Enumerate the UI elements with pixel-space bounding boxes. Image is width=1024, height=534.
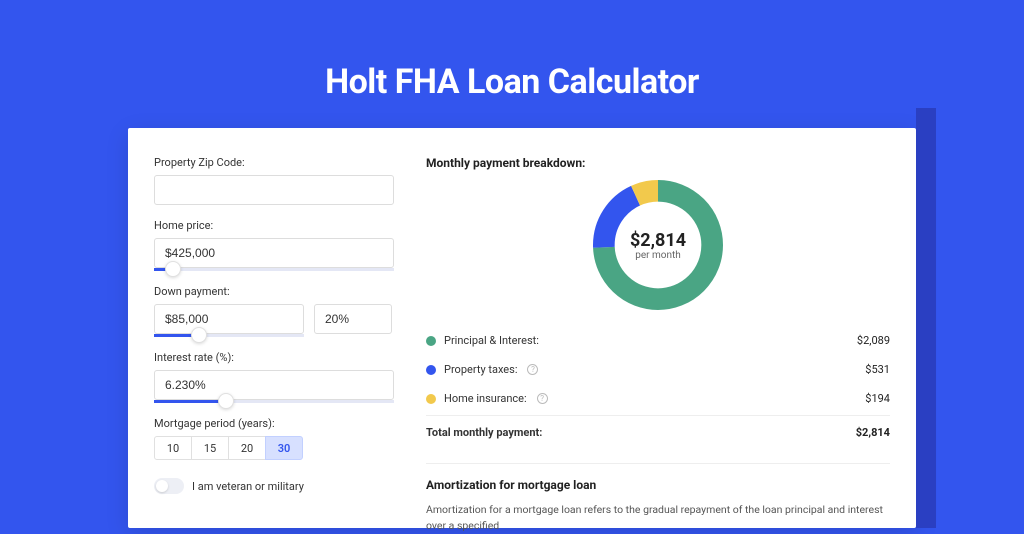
amortization-text: Amortization for a mortgage loan refers … (426, 502, 890, 534)
interest-rate-slider[interactable] (154, 400, 394, 403)
total-label: Total monthly payment: (426, 426, 542, 439)
zip-input[interactable] (154, 175, 394, 205)
legend-value: $194 (865, 392, 890, 405)
home-price-field: Home price: (154, 219, 408, 271)
legend-dot (426, 394, 436, 404)
home-price-slider[interactable] (154, 268, 394, 271)
info-icon[interactable]: ? (537, 393, 548, 404)
mortgage-period-option[interactable]: 30 (265, 436, 303, 460)
interest-rate-field: Interest rate (%): (154, 351, 408, 403)
down-payment-field: Down payment: (154, 285, 408, 337)
legend-label: Property taxes: (444, 363, 517, 376)
legend-row: Principal & Interest: $2,089 (426, 326, 890, 355)
legend-value: $531 (865, 363, 890, 376)
calculator-card: Property Zip Code: Home price: Down paym… (128, 128, 916, 528)
down-payment-label: Down payment: (154, 285, 408, 298)
legend-row: Home insurance:? $194 (426, 384, 890, 413)
veteran-row: I am veteran or military (154, 478, 408, 494)
legend-label: Principal & Interest: (444, 334, 539, 347)
mortgage-period-option[interactable]: 10 (154, 436, 192, 460)
legend-row: Property taxes:? $531 (426, 355, 890, 384)
veteran-label: I am veteran or military (192, 480, 304, 493)
home-price-label: Home price: (154, 219, 408, 232)
donut-chart: $2,814 per month (593, 180, 723, 310)
down-payment-slider[interactable] (154, 334, 304, 337)
legend-dot (426, 336, 436, 346)
mortgage-period-field: Mortgage period (years): 10152030 (154, 417, 408, 460)
legend-label: Home insurance: (444, 392, 527, 405)
donut-center: $2,814 per month (593, 180, 723, 310)
page-title: Holt FHA Loan Calculator (0, 0, 1024, 102)
legend-value: $2,089 (857, 334, 890, 347)
zip-field: Property Zip Code: (154, 156, 408, 205)
accent-strip (916, 108, 936, 528)
total-value: $2,814 (856, 426, 890, 439)
mortgage-period-label: Mortgage period (years): (154, 417, 408, 430)
legend: Principal & Interest: $2,089 Property taxe… (426, 326, 890, 413)
interest-rate-label: Interest rate (%): (154, 351, 408, 364)
veteran-toggle[interactable] (154, 478, 184, 494)
donut-amount: $2,814 (630, 230, 686, 251)
divider (426, 415, 890, 416)
toggle-knob (156, 480, 168, 492)
home-price-input[interactable] (154, 238, 394, 268)
donut-chart-wrap: $2,814 per month (426, 180, 890, 310)
breakdown-column: Monthly payment breakdown: $2,814 per mo… (408, 128, 916, 528)
mortgage-period-group: 10152030 (154, 436, 408, 460)
donut-sub: per month (635, 250, 681, 261)
form-column: Property Zip Code: Home price: Down paym… (128, 128, 408, 528)
total-row: Total monthly payment: $2,814 (426, 418, 890, 447)
down-payment-amount-input[interactable] (154, 304, 304, 334)
info-icon[interactable]: ? (527, 364, 538, 375)
zip-label: Property Zip Code: (154, 156, 408, 169)
legend-dot (426, 365, 436, 375)
mortgage-period-option[interactable]: 15 (191, 436, 229, 460)
interest-rate-input[interactable] (154, 370, 394, 400)
amortization-title: Amortization for mortgage loan (426, 478, 890, 492)
mortgage-period-option[interactable]: 20 (228, 436, 266, 460)
amortization-section: Amortization for mortgage loan Amortizat… (426, 463, 890, 534)
breakdown-title: Monthly payment breakdown: (426, 156, 890, 170)
down-payment-pct-input[interactable] (314, 304, 392, 334)
